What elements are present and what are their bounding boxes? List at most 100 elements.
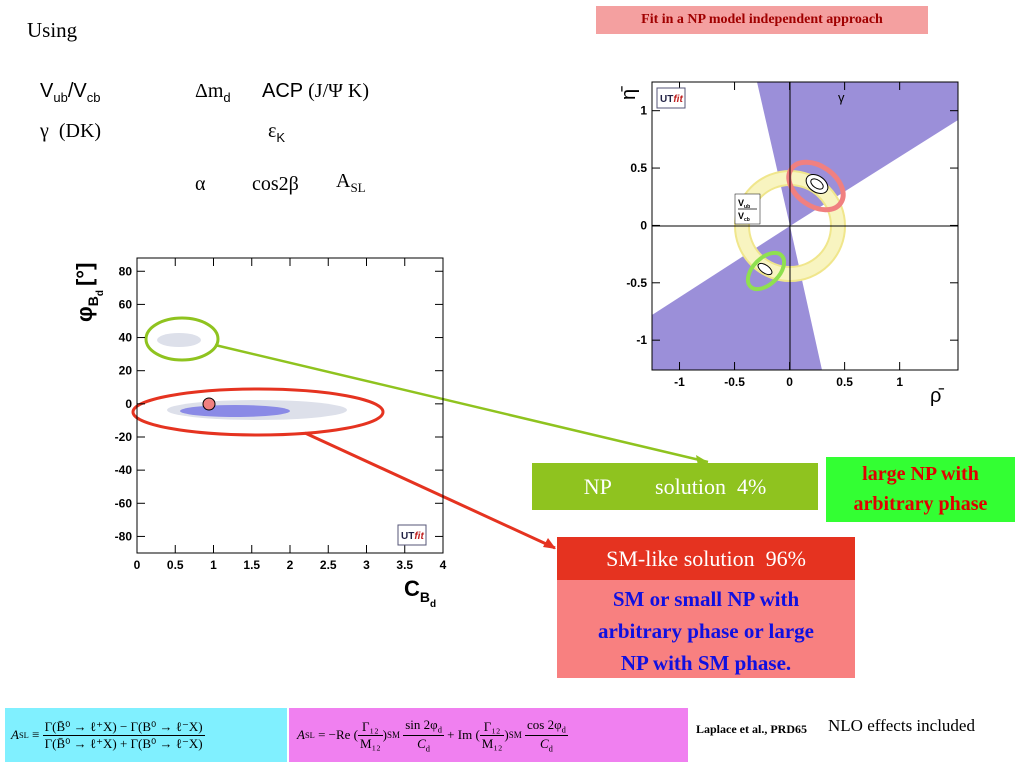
numerator: Γ₁₂ <box>358 719 383 736</box>
x-tick-label: 4 <box>440 558 447 572</box>
intro: Using <box>27 18 78 42</box>
text: V <box>738 211 744 221</box>
text: (DK) <box>58 120 102 142</box>
sm-point <box>202 397 216 411</box>
sup: SM <box>386 730 400 740</box>
x-tick-label: 1 <box>896 375 903 389</box>
x-tick-label: 1 <box>210 558 217 572</box>
logo-box <box>397 524 427 546</box>
connector <box>304 431 556 550</box>
highlight <box>745 250 787 292</box>
x-axis-label: CBd <box>404 576 436 610</box>
denominator: M₁₂ <box>360 735 381 751</box>
sub: d <box>223 90 231 105</box>
symbol: φ <box>72 306 97 322</box>
connector <box>214 343 709 464</box>
x-tick-label: 0 <box>786 375 793 389</box>
contour <box>180 405 290 417</box>
text: Δm <box>195 80 224 102</box>
y-tick-label: 0.5 <box>630 161 647 175</box>
line: NP with SM phase. <box>620 651 792 675</box>
sup: SM <box>508 730 522 740</box>
x-axis-label: ρ̄ <box>930 385 944 407</box>
formula-asl-definition: A SL ≡ Γ(B̄⁰ → ℓ⁺X) − Γ(B⁰ → ℓ⁻X) Γ(B̄⁰ → … <box>5 708 287 762</box>
symbol: C <box>404 576 420 601</box>
y-tick-label: -0.5 <box>626 276 647 290</box>
fraction: cos 2φd Cd <box>525 717 568 753</box>
sub: d <box>437 724 442 735</box>
logo-fit: fit <box>673 94 683 105</box>
denominator: Cd <box>525 736 568 754</box>
constraint: cos2β <box>252 173 299 195</box>
contour <box>757 262 773 276</box>
fraction: Γ(B̄⁰ → ℓ⁺X) − Γ(B⁰ → ℓ⁻X) Γ(B̄⁰ → ℓ⁺X) +… <box>42 719 205 752</box>
gamma-label: γ <box>838 90 845 105</box>
sub: d <box>430 599 436 610</box>
constraint: ACP (J/Ψ K) <box>262 80 369 103</box>
x-tick-label: 0.5 <box>836 375 853 389</box>
x-tick-label: 0 <box>134 558 141 572</box>
sub: cb <box>744 217 750 223</box>
text: (J/Ψ K) <box>308 80 369 102</box>
fraction: sin 2φd Cd <box>403 717 444 753</box>
logo: UTfit <box>660 94 683 105</box>
constraint: ASL <box>336 170 366 196</box>
x-tick-label: 3.5 <box>396 558 413 572</box>
fraction: Γ₁₂ M₁₂ <box>479 719 505 752</box>
sub: B <box>420 589 430 605</box>
text: γ <box>40 120 49 142</box>
sm-note: SM or small NP with arbitrary phase or la… <box>557 580 855 678</box>
denominator: Γ(B̄⁰ → ℓ⁺X) + Γ(B⁰ → ℓ⁻X) <box>44 735 203 751</box>
np-note: large NP with arbitrary phase <box>826 457 1015 522</box>
sub: cb <box>86 90 101 105</box>
y-tick-label: 60 <box>119 297 133 311</box>
constraint: γ (DK) <box>40 120 101 143</box>
text: A <box>297 727 305 742</box>
y-tick-label: 20 <box>119 364 133 378</box>
note: NLO effects included <box>828 716 975 735</box>
numerator: cos 2φd <box>525 717 568 736</box>
reference: Laplace et al., PRD65 <box>696 722 807 736</box>
constraint: εK <box>268 120 285 145</box>
text: C <box>417 735 426 751</box>
arrow-head <box>543 538 556 549</box>
x-tick-label: 0.5 <box>167 558 184 572</box>
logo: UTfit <box>401 531 424 542</box>
logo-fit: fit <box>414 531 424 542</box>
x-tick-label: 2 <box>287 558 294 572</box>
text: A <box>336 170 351 192</box>
highlight <box>144 316 220 362</box>
ratio-den: Vcb <box>738 211 750 223</box>
denominator: M₁₂ <box>481 735 503 751</box>
x-tick-label: 1.5 <box>243 558 260 572</box>
gamma-region <box>652 226 822 370</box>
contour <box>810 178 824 190</box>
text: V <box>40 80 54 102</box>
line: SM or small NP with <box>612 587 800 611</box>
text: ε <box>268 120 277 142</box>
numerator: sin 2φd <box>403 717 444 736</box>
y-tick-label: -1 <box>636 333 647 347</box>
y-tick-label: -40 <box>115 463 133 477</box>
text: /V <box>67 80 87 102</box>
np-solution: NP solution 4% <box>532 463 818 510</box>
y-tick-label: -80 <box>115 529 133 543</box>
sub: K <box>276 130 286 145</box>
text: ≡ <box>32 727 40 742</box>
y-tick-label: 80 <box>119 264 133 278</box>
y-axis-label: φBd [°] <box>72 263 106 322</box>
unit: [°] <box>72 263 97 286</box>
text: = −Re <box>318 727 351 742</box>
plot-frame <box>651 81 959 371</box>
banner: Fit in a NP model independent approach <box>596 6 928 34</box>
sub: B <box>85 296 101 306</box>
x-tick-label: -1 <box>674 375 685 389</box>
constraint: Δmd <box>195 80 231 105</box>
y-tick-label: 0 <box>125 397 132 411</box>
x-tick-label: -0.5 <box>724 375 745 389</box>
sub: d <box>425 743 431 754</box>
constraint: α <box>195 173 206 195</box>
y-axis-label: η̄ <box>618 86 640 100</box>
